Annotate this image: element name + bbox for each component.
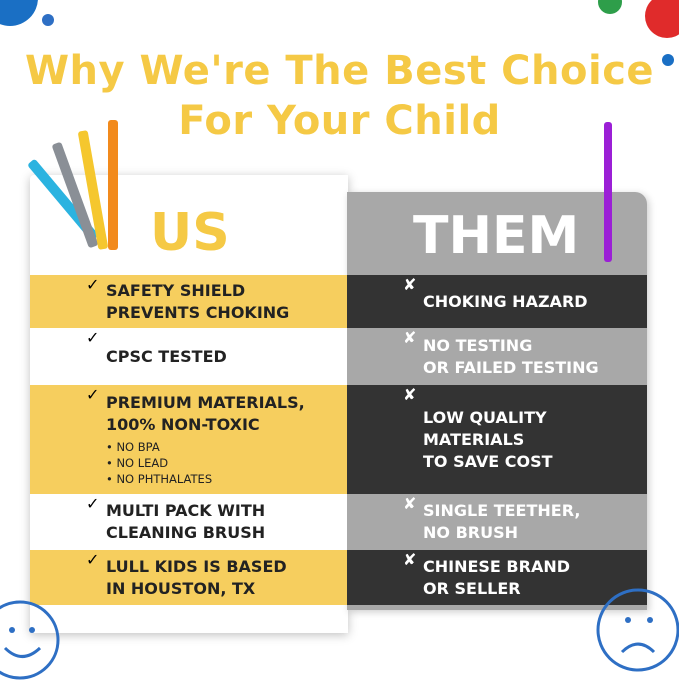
title-line-2: For Your Child	[178, 98, 501, 144]
checkmark-icon: ✓	[86, 328, 100, 347]
us-row-text: MULTI PACK WITH CLEANING BRUSH	[106, 500, 265, 544]
us-row-text: LULL KIDS IS BASED IN HOUSTON, TX	[106, 556, 287, 600]
them-row-text: SINGLE TEETHER, NO BRUSH	[423, 500, 580, 544]
decorative-small-dot	[42, 14, 54, 26]
x-mark-icon: ✘	[403, 494, 417, 513]
smiley-face-doodle	[0, 600, 60, 680]
them-row-line: LOW QUALITY	[423, 407, 547, 427]
us-row: ✓ LULL KIDS IS BASED IN HOUSTON, TX	[30, 550, 347, 605]
them-row-line: CHOKING HAZARD	[423, 291, 588, 311]
us-bullet: NO BPA	[106, 439, 305, 455]
them-row-line: NO BRUSH	[423, 523, 518, 542]
us-row: ✓PREMIUM MATERIALS,100% NON-TOXICNO BPAN…	[30, 385, 347, 494]
us-row: ✓ MULTI PACK WITH CLEANING BRUSH	[30, 494, 347, 550]
us-row-line: PREMIUM MATERIALS,	[106, 393, 305, 412]
them-row-line: NO TESTING	[423, 335, 533, 355]
checkmark-icon: ✓	[86, 385, 100, 404]
us-row-line: MULTI PACK WITH	[106, 501, 266, 520]
us-row-line: 100% NON-TOXIC	[106, 415, 260, 434]
x-mark-icon: ✘	[403, 385, 417, 404]
them-row: ✘ CHINESE BRAND OR SELLER	[347, 550, 647, 605]
them-row-text: CHINESE BRAND OR SELLER	[423, 556, 570, 600]
page-title: Why We're The Best Choice For Your Child	[0, 46, 679, 146]
us-row: ✓ CPSC TESTED	[30, 328, 347, 385]
decorative-blue-dot-small	[662, 54, 674, 66]
decorative-green-dot	[598, 0, 622, 14]
us-row-text: CPSC TESTED	[106, 346, 227, 368]
us-row-text: SAFETY SHIELD PREVENTS CHOKING	[106, 280, 289, 324]
us-row-line: CLEANING BRUSH	[106, 523, 266, 542]
them-row-line: OR SELLER	[423, 578, 521, 598]
x-mark-icon: ✘	[403, 550, 417, 569]
us-row-line: IN HOUSTON, TX	[106, 578, 256, 598]
them-row-text: LOW QUALITY MATERIALS TO SAVE COST	[423, 407, 553, 473]
us-row-line: SAFETY SHIELD	[106, 280, 246, 300]
them-row: ✘ LOW QUALITY MATERIALS TO SAVE COST	[347, 385, 647, 494]
them-row: ✘ NO TESTING OR FAILED TESTING	[347, 328, 647, 385]
checkmark-icon: ✓	[86, 550, 100, 569]
us-bullet: NO PHTHALATES	[106, 471, 305, 487]
us-row-line: LULL KIDS IS BASED	[106, 556, 287, 576]
them-row-line: MATERIALS	[423, 429, 525, 449]
us-bullet-list: NO BPANO LEADNO PHTHALATES	[106, 439, 305, 487]
checkmark-icon: ✓	[86, 275, 100, 294]
us-row-line: CPSC TESTED	[106, 346, 227, 366]
us-bullet: NO LEAD	[106, 455, 305, 471]
them-row: ✘ SINGLE TEETHER, NO BRUSH	[347, 494, 647, 550]
title-line-1: Why We're The Best Choice	[24, 48, 655, 94]
us-row: ✓ SAFETY SHIELD PREVENTS CHOKING	[30, 275, 347, 328]
x-mark-icon: ✘	[403, 275, 417, 294]
them-row: ✘ CHOKING HAZARD	[347, 275, 647, 328]
decorative-blue-dot	[0, 0, 38, 26]
teether-purple-image	[604, 122, 612, 262]
them-row-line: SINGLE TEETHER,	[423, 501, 581, 520]
them-row-text: CHOKING HAZARD	[423, 291, 588, 313]
them-row-line: CHINESE BRAND	[423, 556, 570, 576]
us-header: US	[150, 203, 230, 263]
teether-orange-image	[108, 120, 118, 250]
them-header: THEM	[413, 206, 580, 266]
x-mark-icon: ✘	[403, 328, 417, 347]
decorative-red-dot	[645, 0, 679, 38]
checkmark-icon: ✓	[86, 494, 100, 513]
them-row-line: OR FAILED TESTING	[423, 357, 599, 377]
sad-face-doodle	[596, 588, 679, 672]
them-row-text: NO TESTING OR FAILED TESTING	[423, 335, 599, 379]
us-row-line: PREVENTS CHOKING	[106, 302, 290, 322]
them-row-line: TO SAVE COST	[423, 451, 553, 471]
us-row-text: PREMIUM MATERIALS,100% NON-TOXICNO BPANO…	[106, 392, 305, 487]
